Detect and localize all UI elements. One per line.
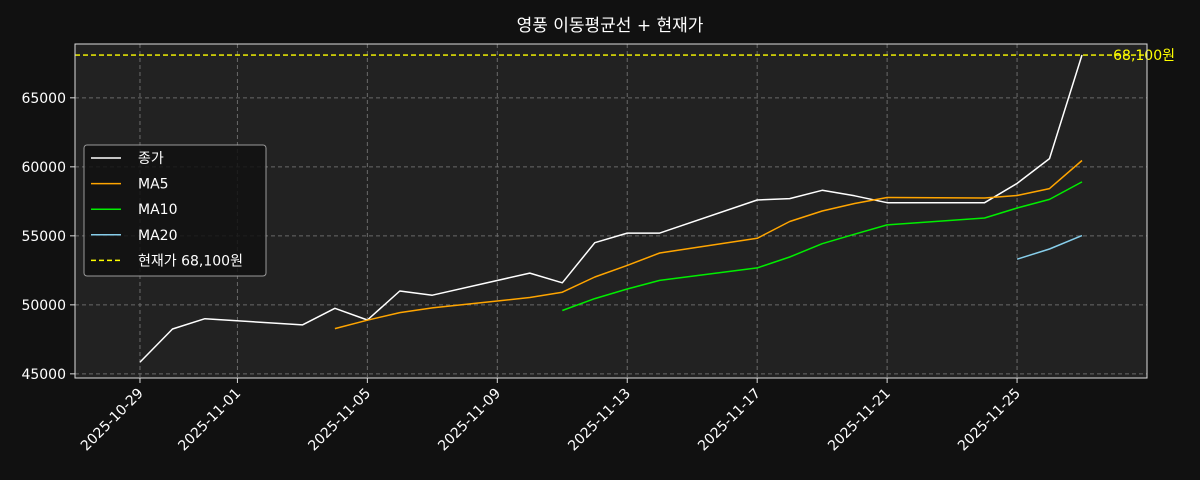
y-tick-label: 65000: [21, 91, 66, 107]
series-line-종가: [139, 54, 1083, 363]
series-line-MA10: [562, 181, 1083, 312]
current-price-label: 68,100원: [1113, 48, 1175, 64]
legend-label: MA5: [138, 177, 169, 193]
series-line-MA20: [1016, 234, 1083, 260]
legend-label: MA20: [138, 228, 177, 244]
chart-title: 영풍 이동평균선 + 현재가: [517, 16, 704, 36]
y-axis: 45000 50000 55000 60000 65000: [21, 91, 75, 383]
legend-box: [83, 144, 267, 277]
series-layer: [139, 54, 1083, 363]
legend: 종가 MA5 MA10 MA20 현재가 68,100원: [83, 144, 267, 277]
y-tick-label: 60000: [21, 160, 66, 176]
plot-frame: [74, 43, 1148, 379]
legend-label: 종가: [138, 151, 164, 167]
series-line-MA5: [334, 159, 1083, 330]
legend-label: MA10: [138, 202, 177, 218]
y-tick-label: 45000: [21, 367, 66, 383]
legend-label: 현재가 68,100원: [138, 253, 243, 269]
y-tick-label: 55000: [21, 229, 66, 245]
y-tick-label: 50000: [21, 298, 66, 314]
current-price-layer: 68,100원: [75, 48, 1175, 64]
